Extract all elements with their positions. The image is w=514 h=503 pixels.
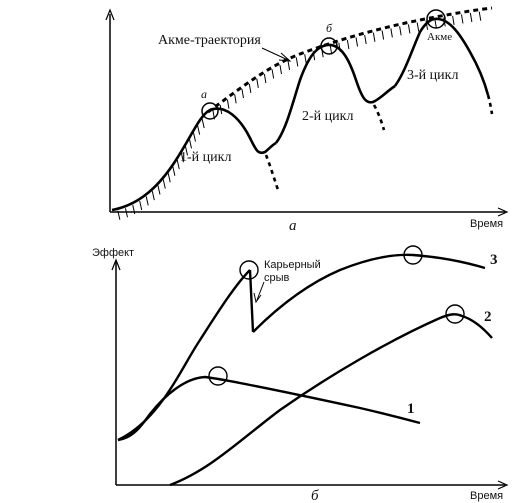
hatch-tick (157, 185, 161, 195)
curve-2 (169, 313, 493, 487)
cycle-1-curve (111, 107, 277, 212)
hatch-tick (478, 11, 482, 21)
hatch-tick (407, 24, 411, 34)
hatch-tick (180, 153, 184, 163)
cycle-3-decline-dashed (486, 94, 494, 115)
hatch-tick (287, 60, 291, 71)
hatch-tick (416, 22, 420, 32)
curve-3-first-peak-marker (239, 260, 259, 280)
hatch-tick (390, 28, 393, 38)
cycle-3-label: 3-й цикл (407, 68, 458, 83)
hatch-tick (162, 179, 166, 189)
cycle-2-label: 2-й цикл (302, 109, 353, 124)
peak-acme-marker (426, 9, 446, 29)
career-break-label-line2: срыв (264, 272, 290, 284)
hatch-tick (132, 204, 136, 215)
curve-3-recovery (252, 253, 486, 333)
hatch-tick (167, 173, 171, 183)
cycle-2-curve (274, 43, 396, 144)
acme-label-pointer-head (278, 52, 292, 62)
curve-3-break (248, 269, 255, 333)
bottom-x-axis-arrow (497, 480, 509, 490)
hatch-tick (469, 12, 473, 23)
hatch-tick (176, 159, 180, 170)
cycle-2-decline-dashed (372, 104, 386, 131)
hatch-tick (364, 34, 367, 45)
career-break-pointer (256, 281, 265, 301)
bottom-panel-label: б (311, 488, 319, 503)
bottom-y-axis-label: Эффект (92, 247, 134, 259)
top-x-axis-label: Время (470, 218, 503, 230)
curve-1 (117, 375, 421, 442)
bottom-y-axis-arrow (111, 258, 121, 271)
hatch-tick (460, 14, 464, 24)
acme-trajectory-label: Акме-траектория (158, 33, 261, 48)
hatch-tick (201, 118, 205, 129)
hatch-tick (263, 73, 267, 84)
acme-trajectory-hatching (117, 11, 482, 220)
top-x-axis-arrow (497, 207, 509, 217)
hatch-tick (189, 139, 192, 149)
cycle-1-decline-dashed (264, 154, 280, 191)
hatch-tick (271, 69, 275, 79)
peak-a-label: а (201, 87, 207, 101)
curve-2-label: 2 (484, 309, 492, 325)
cycle-1-label: 1-й цикл (180, 150, 231, 165)
hatch-tick (234, 94, 237, 104)
hatch-tick (295, 57, 299, 67)
hatch-tick (399, 26, 402, 36)
hatch-tick (381, 30, 385, 40)
curve-1-label: 1 (407, 401, 415, 417)
hatch-tick (248, 83, 252, 93)
peak-a-marker (201, 102, 219, 120)
top-diagram: Акме-траектория а б Акме 1-й цикл 2-й ци… (105, 6, 509, 234)
curve-3-rise (117, 269, 251, 442)
hatch-tick (372, 32, 376, 42)
hatch-tick (139, 200, 143, 211)
curve-3-label: 3 (490, 252, 498, 268)
hatch-tick (279, 64, 282, 75)
peak-acme-label: Акме (427, 31, 452, 43)
hatch-tick (172, 166, 176, 176)
hatch-tick (145, 196, 149, 206)
career-break-pointer-head (253, 292, 262, 304)
hatch-tick (346, 39, 350, 50)
top-y-axis-arrow (105, 8, 115, 21)
hatch-tick (452, 15, 455, 25)
peak-b-label: б (326, 21, 333, 35)
top-panel-label: а (289, 218, 297, 234)
acme-trajectory-curve (207, 6, 493, 114)
hatch-tick (355, 37, 359, 47)
curve-1-peak-marker (208, 366, 228, 386)
acme-label-pointer (261, 47, 289, 61)
bottom-x-axis-label: Время (470, 490, 503, 502)
cycle-3-curve (393, 17, 490, 96)
hatch-tick (124, 208, 128, 218)
hatch-tick (226, 99, 230, 109)
hatch-tick (185, 146, 188, 156)
hatch-tick (304, 54, 307, 64)
hatch-tick (192, 132, 196, 142)
curve-3-second-peak-marker (403, 245, 423, 265)
curve-2-peak-marker (445, 304, 465, 324)
bottom-diagram: Эффект Карьерный срыв 1 2 3 Время б (92, 245, 509, 503)
career-break-label-line1: Карьерный (264, 259, 321, 271)
peak-b-marker (320, 37, 338, 55)
hatch-tick (197, 125, 201, 135)
hatch-tick (151, 191, 155, 201)
hatch-tick (241, 88, 244, 99)
hatch-tick (256, 78, 259, 88)
hatch-tick (117, 210, 121, 220)
hatch-tick (434, 19, 437, 29)
